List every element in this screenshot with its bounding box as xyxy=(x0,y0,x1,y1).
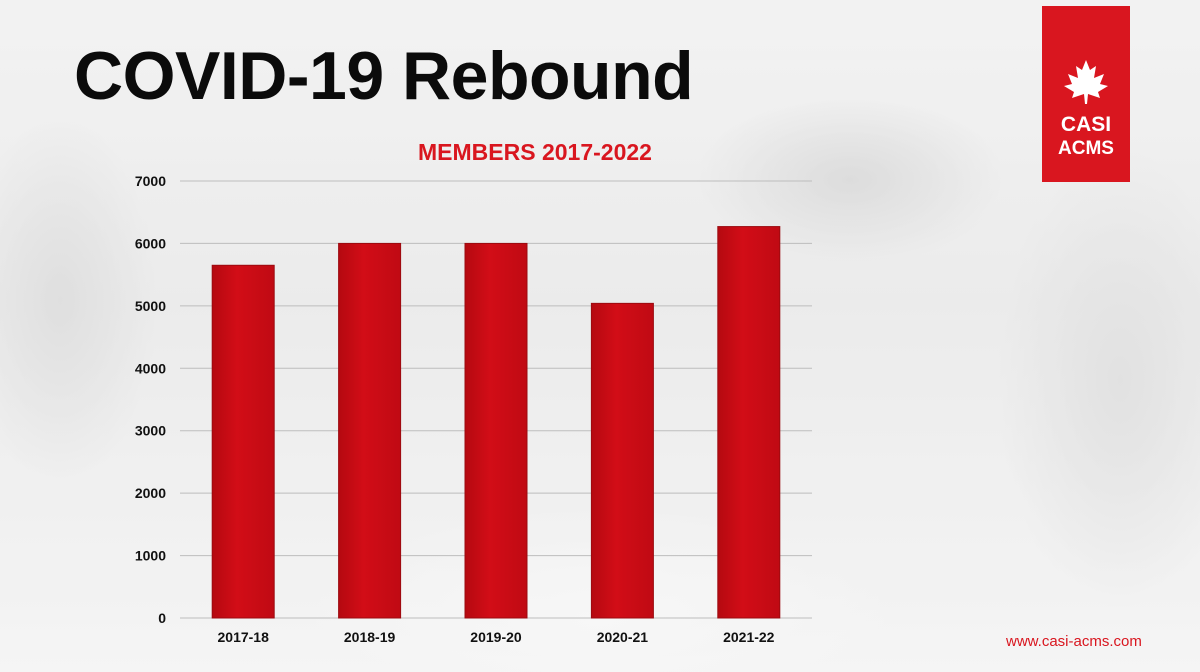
website-link[interactable]: www.casi-acms.com xyxy=(1006,633,1142,650)
y-axis-ticks: 0 1000 2000 3000 4000 5000 6000 7000 xyxy=(135,173,166,626)
x-tick-label: 2020-21 xyxy=(597,629,649,645)
casi-acms-logo: CASI ACMS xyxy=(1042,6,1130,182)
x-tick-label: 2021-22 xyxy=(723,629,775,645)
x-tick-label: 2018-19 xyxy=(344,629,396,645)
y-tick-label: 7000 xyxy=(135,173,166,189)
y-tick-label: 3000 xyxy=(135,423,166,439)
y-tick-label: 2000 xyxy=(135,485,166,501)
chart-bars xyxy=(211,226,781,619)
y-tick-label: 5000 xyxy=(135,298,166,314)
logo-text-casi: CASI xyxy=(1060,113,1112,136)
y-tick-label: 0 xyxy=(158,610,166,626)
bar-2018-19 xyxy=(338,242,402,619)
logo-text-acms: ACMS xyxy=(1058,138,1114,159)
bar-2017-18 xyxy=(211,264,275,619)
bar-2019-20 xyxy=(464,242,528,619)
chart-title: MEMBERS 2017-2022 xyxy=(418,139,652,165)
bar-2021-22 xyxy=(717,226,781,619)
page-title: COVID-19 Rebound xyxy=(74,38,694,114)
y-tick-label: 4000 xyxy=(135,360,166,376)
x-axis-ticks: 2017-18 2018-19 2019-20 2020-21 2021-22 xyxy=(218,629,775,645)
x-tick-label: 2017-18 xyxy=(218,629,270,645)
bar-2020-21 xyxy=(590,302,654,619)
y-tick-label: 1000 xyxy=(135,548,166,564)
y-tick-label: 6000 xyxy=(135,235,166,251)
x-tick-label: 2019-20 xyxy=(470,629,522,645)
maple-leaf-icon xyxy=(1064,60,1108,104)
